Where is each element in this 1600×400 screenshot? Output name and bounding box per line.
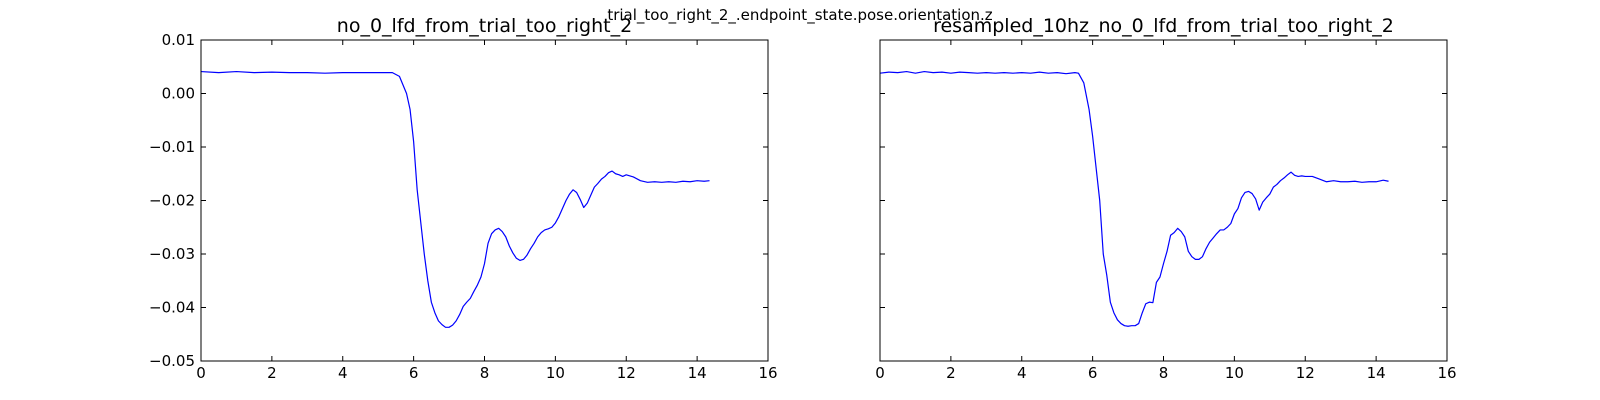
data-series-line [200,70,710,328]
right-chart-panel: 0 2 4 6 8 10 12 14 16 resampled_10hz_no_0_lfd_fro… [875,15,1456,382]
x-tick-label: 0 [875,364,885,382]
x-tick-label: 4 [338,364,348,382]
y-tick-label: −0.01 [149,138,195,156]
x-tick-label: 4 [1017,364,1027,382]
x-tick-label: 2 [946,364,956,382]
left-chart-panel: 0 2 4 6 8 10 12 14 16 −0.05 −0.04 −0.03 −0.02 −0.01 0.… [149,15,778,382]
x-tick-label: 6 [409,364,419,382]
axes-frame [200,39,769,362]
y-tick-label: −0.04 [149,299,195,317]
y-tick-label: −0.03 [149,245,195,263]
chart-title: resampled_10hz_no_0_lfd_from_trial_too_r… [933,15,1394,37]
x-tick-label: 16 [1437,364,1456,382]
x-tick-label: 14 [1367,364,1386,382]
chart-title: no_0_lfd_from_trial_too_right_2 [337,15,632,37]
x-tick-label: 16 [758,364,777,382]
y-tick-label: 0.00 [162,85,195,103]
x-tick-label: 10 [546,364,565,382]
x-tick-label: 2 [267,364,277,382]
y-tick-label: 0.01 [162,31,195,49]
x-tick-label: 8 [1159,364,1169,382]
y-tick-label: −0.02 [149,192,195,210]
x-tick-label: 12 [617,364,636,382]
x-tick-label: 6 [1088,364,1098,382]
x-tick-label: 14 [688,364,707,382]
axes-frame [879,39,1448,362]
x-tick-label: 0 [196,364,206,382]
x-tick-label: 8 [480,364,490,382]
x-tick-label: 10 [1225,364,1244,382]
data-series-line [879,70,1389,327]
figure-suptitle: trial_too_right_2_.endpoint_state.pose.o… [607,6,993,24]
y-tick-label: −0.05 [149,352,195,370]
x-tick-label: 12 [1296,364,1315,382]
